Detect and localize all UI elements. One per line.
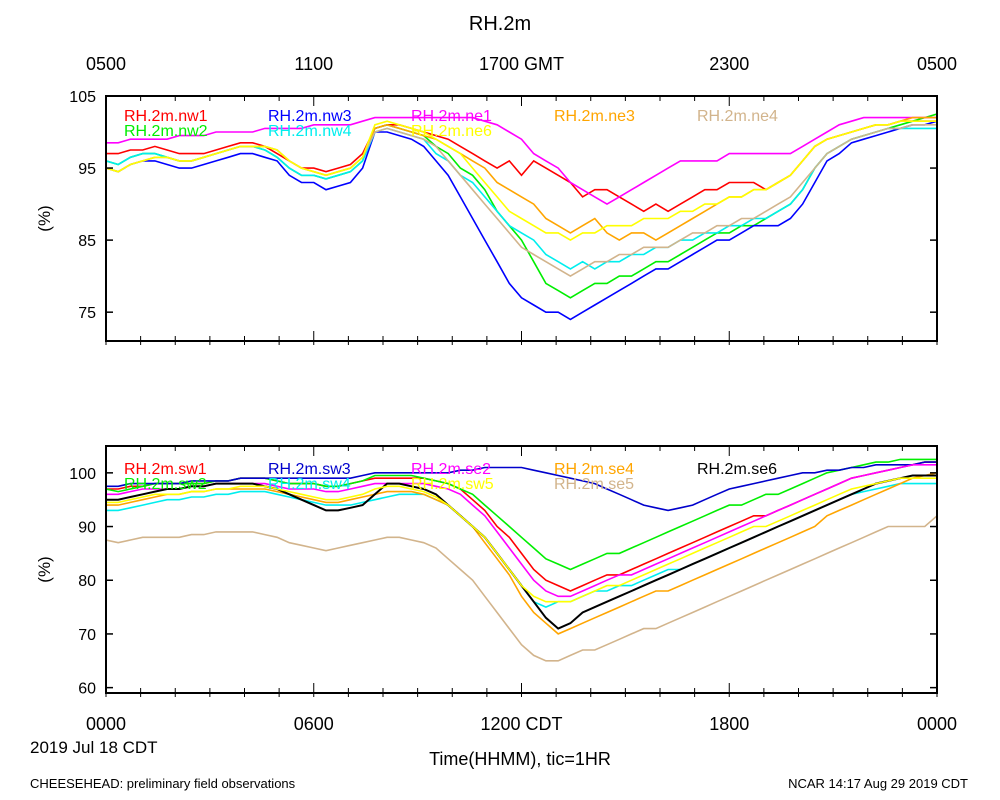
y-tick-label: 105 [69,89,96,106]
legend-entry: RH.2m.se6 [697,461,777,478]
legend-entry: RH.2m.sw5 [411,476,494,493]
legend-entry: RH.2m.sw4 [268,476,351,493]
x-tick-label-top: 1100 [294,54,333,74]
y-axis-label: (%) [35,556,54,582]
legend-entry: RH.2m.se5 [554,476,634,493]
legend-entry: RH.2m.ne1 [411,108,492,125]
x-tick-label-top: 2300 [709,54,749,74]
legend-entry: RH.2m.nw2 [124,123,208,140]
x-tick-label-top: 1700 GMT [479,54,564,74]
legend-entry: RH.2m.ne6 [411,123,492,140]
legend-entry: RH.2m.se4 [554,461,634,478]
series-line-rh-2m-ne6 [106,120,937,242]
y-tick-label: 90 [78,520,96,537]
x-tick-label-top: 0500 [917,54,957,74]
series-line-rh-2m-se5 [106,515,937,662]
series-line-rh-2m-ne4 [106,124,937,278]
x-axis-label: Time(HHMM), tic=1HR [429,749,611,769]
y-tick-label: 75 [78,305,96,322]
chart-title: RH.2m [469,13,531,35]
legend-entry: RH.2m.nw4 [268,123,352,140]
series-line-rh-2m-ne3 [106,116,937,242]
series-line-rh-2m-sw1 [106,461,937,592]
legend-entry: RH.2m.sw3 [268,461,351,478]
legend-entry: RH.2m.nw3 [268,108,352,125]
y-tick-label: 85 [78,233,96,250]
y-tick-label: 70 [78,627,96,644]
series-line-rh-2m-nw3 [106,120,937,321]
y-tick-label: 100 [69,466,96,483]
footer-right: NCAR 14:17 Aug 29 2019 CDT [788,776,968,791]
series-line-rh-2m-sw3 [106,461,937,512]
x-tick-label-bottom: 0600 [294,714,334,734]
legend-entry: RH.2m.se2 [411,461,491,478]
x-tick-label-bottom: 1200 CDT [480,714,562,734]
series-line-rh-2m-se4 [106,472,937,635]
x-tick-label-bottom: 0000 [917,714,957,734]
x-tick-label-top: 0500 [86,54,126,74]
footer-left: CHEESEHEAD: preliminary field observatio… [30,776,296,791]
date-label: 2019 Jul 18 CDT [30,738,158,757]
y-tick-label: 80 [78,573,96,590]
y-tick-label: 60 [78,681,96,698]
series-line-rh-2m-ne1 [106,116,937,206]
bottom-panel: 60 70 80 90 100 (%) 0000 0600 1200 CDT 1800 0000 RH… [35,445,957,734]
y-axis-label: (%) [35,205,54,231]
legend-entry: RH.2m.sw2 [124,476,207,493]
x-tick-label-bottom: 1800 [709,714,749,734]
legend-entry: RH.2m.ne4 [697,108,778,125]
legend-entry: RH.2m.ne3 [554,108,635,125]
series-line-rh-2m-se6 [106,474,937,630]
y-tick-label: 95 [78,161,96,178]
series-line-rh-2m-sw5 [106,477,937,603]
legend-entry: RH.2m.nw1 [124,108,208,125]
top-panel: 75 85 95 105 (%) 0500 1100 1700 GMT 2300 0500 RH.2… [35,54,957,345]
x-tick-label-bottom: 0000 [86,714,126,734]
series-line-rh-2m-sw4 [106,482,937,608]
legend-entry: RH.2m.sw1 [124,461,207,478]
